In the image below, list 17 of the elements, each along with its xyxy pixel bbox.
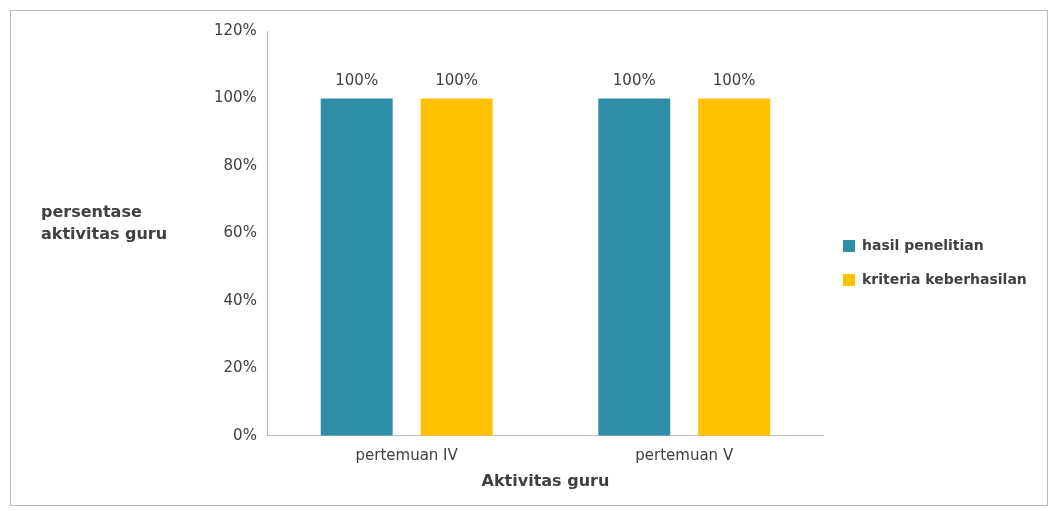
x-axis-title: Aktivitas guru (481, 470, 610, 490)
y-tick-label: 100% (213, 88, 257, 107)
x-tick-label: pertemuan IV (355, 445, 459, 464)
x-tick-label: pertemuan V (635, 445, 734, 464)
y-tick-label: 0% (233, 425, 257, 444)
y-axis-title: persentase aktivitas guru (41, 201, 168, 243)
y-tick-label: 80% (223, 155, 257, 174)
legend-label: hasil penelitian (862, 236, 984, 253)
text: 100% (712, 70, 756, 89)
y-tick-label: 60% (223, 223, 257, 242)
y-tick-label: 120% (213, 20, 257, 39)
text: 100% (612, 70, 656, 89)
legend-label: kriteria keberhasilan (862, 270, 1027, 287)
text: 100% (335, 70, 379, 89)
y-tick-label: 40% (223, 290, 257, 309)
y-tick-label: 20% (223, 358, 257, 377)
text: 100% (435, 70, 479, 89)
